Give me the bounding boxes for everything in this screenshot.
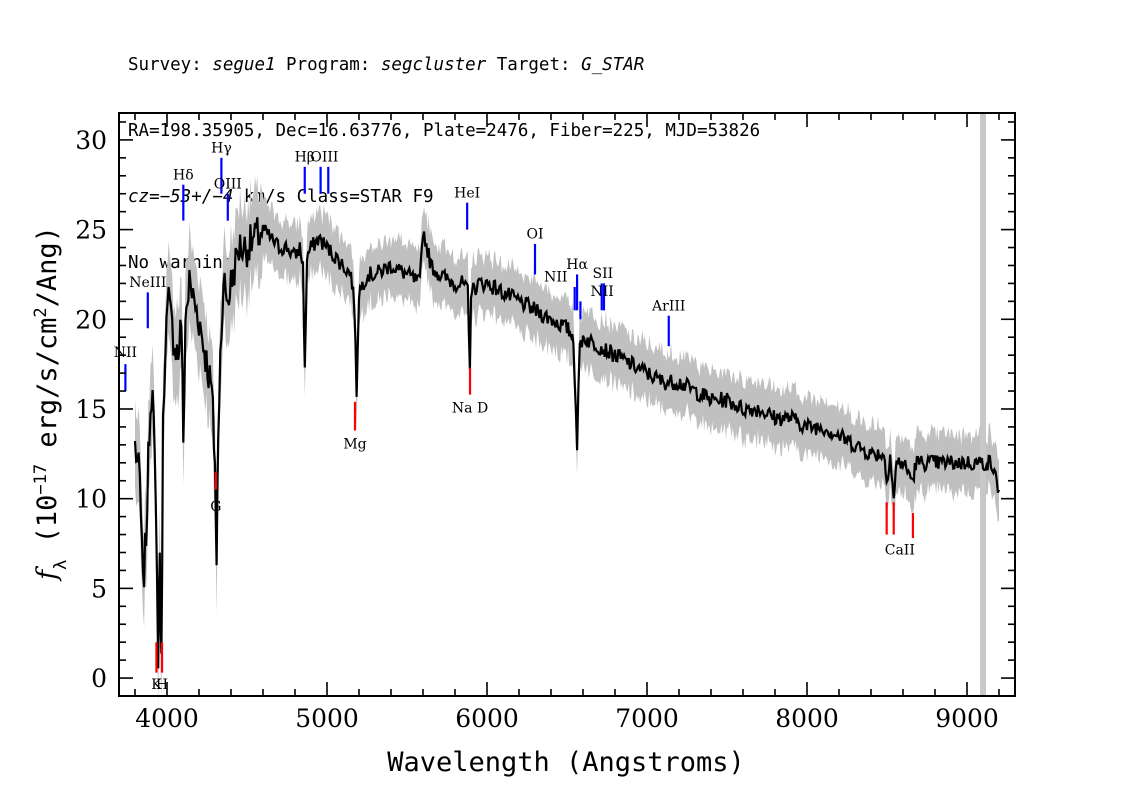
error-band-layer <box>135 175 999 709</box>
cz-value: −53+/−4 <box>159 187 234 207</box>
x-tick-label: 4000 <box>135 704 199 733</box>
target-value: G_STAR <box>581 55 645 75</box>
emission-line-label: OIII <box>310 149 338 165</box>
y-tick-label: 15 <box>75 395 107 424</box>
emission-line-label: OI <box>526 227 543 243</box>
x-tick-label: 7000 <box>615 704 679 733</box>
y-tick-label: 20 <box>75 305 107 334</box>
target-label: Target: <box>486 55 582 75</box>
emission-line-label: Hδ <box>173 167 194 183</box>
emission-line-label: NII <box>114 345 137 361</box>
program-value: segcluster <box>380 55 487 75</box>
y-tick-label: 30 <box>75 126 107 155</box>
y-axis-title: fλ (10−17 erg/s/cm2/Ang) <box>31 226 71 582</box>
y-tick-label: 25 <box>75 216 107 245</box>
masked-region-layer <box>980 113 986 696</box>
survey-value: segue1 <box>212 55 276 75</box>
flux-line <box>133 217 1001 669</box>
emission-line-label: ArIII <box>651 298 685 314</box>
absorption-line-label: G <box>210 499 221 515</box>
x-tick-label: 8000 <box>775 704 839 733</box>
cz-label: cz= <box>128 187 160 207</box>
emission-line-label: NeIII <box>129 275 166 291</box>
absorption-line-label: H <box>156 677 168 693</box>
x-tick-label: 6000 <box>455 704 519 733</box>
y-tick-label: 10 <box>75 485 107 514</box>
survey-label: Survey: <box>128 55 213 75</box>
emission-line-label: SII <box>593 266 614 282</box>
masked-region-bar <box>980 113 986 696</box>
y-tick-label: 5 <box>91 574 107 603</box>
axes-frame: 4000 5000 6000 7000 8000 9000 0 5 10 15 20 25 30 <box>75 112 1016 733</box>
emission-line-label: NII <box>591 284 614 300</box>
emission-line-label: Hγ <box>211 140 232 156</box>
spectral-line-markers: NIINeIIIHδHγOIIIHβOIIIHeIOINIIHαNIISIIAr… <box>114 140 915 692</box>
emission-line-label: Hα <box>566 257 588 273</box>
x-axis-title: Wavelength (Angstroms) <box>387 747 745 778</box>
flux-line-layer <box>133 217 1001 669</box>
header-line-coords: RA=198.35905, Dec=16.63776, Plate=2476, … <box>128 121 761 141</box>
plot-frame <box>118 112 1016 697</box>
program-label: Program: <box>275 55 381 75</box>
x-tick-label: 5000 <box>295 704 359 733</box>
x-tick-label: 9000 <box>935 704 999 733</box>
emission-line-label: HeI <box>454 185 480 201</box>
emission-line-label: OIII <box>214 176 242 192</box>
error-band <box>135 175 999 709</box>
absorption-line-label: CaII <box>885 542 915 558</box>
emission-line-label: Hβ <box>295 149 315 165</box>
absorption-line-label: Na D <box>452 401 488 417</box>
header-line-survey: Survey: segue1 Program: segcluster Targe… <box>128 54 760 76</box>
absorption-line-label: Mg <box>343 436 366 452</box>
emission-line-label: NII <box>544 270 567 286</box>
absorption-line-label: K <box>151 677 162 693</box>
y-tick-label: 0 <box>91 664 107 693</box>
